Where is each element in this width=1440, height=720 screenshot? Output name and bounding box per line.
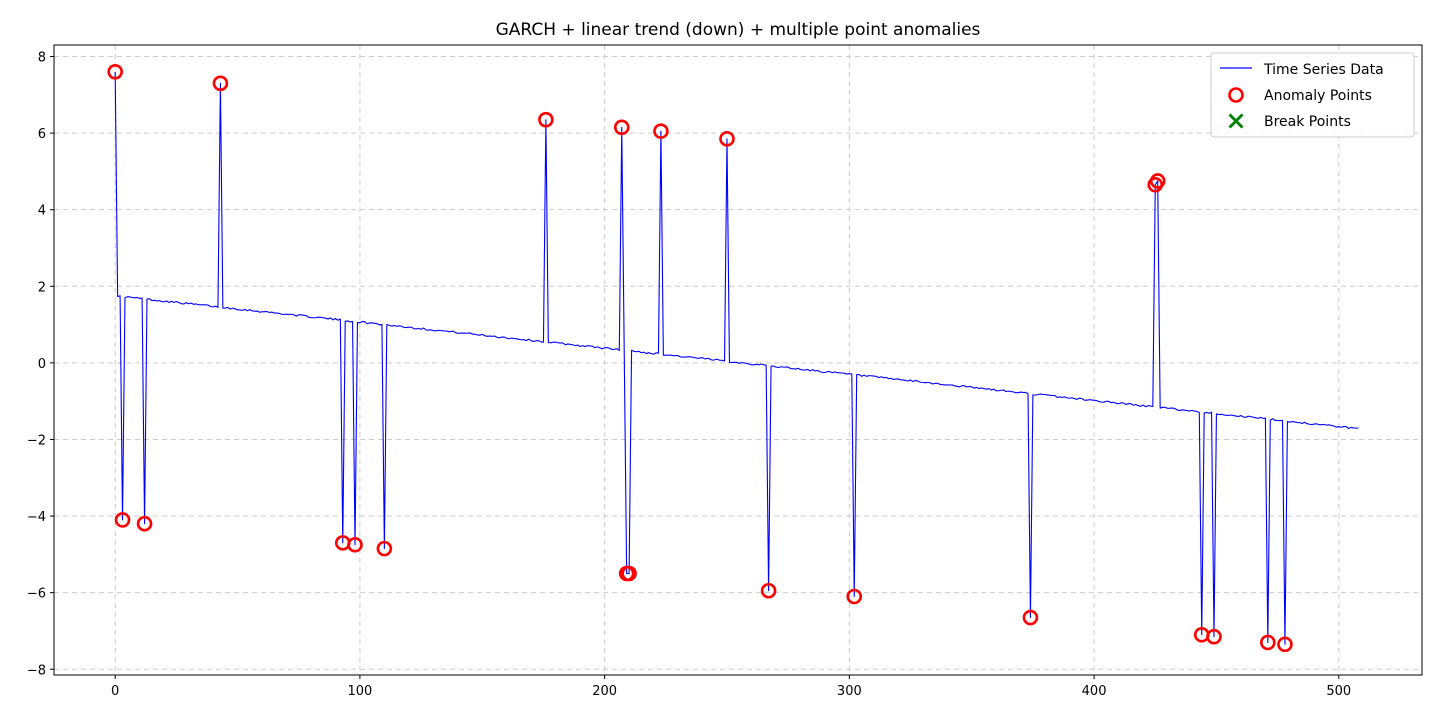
- anomaly-point: [1260, 634, 1276, 651]
- y-tick-label: 0: [38, 357, 46, 372]
- y-tick-label: −2: [27, 433, 46, 448]
- anomaly-point: [107, 64, 123, 80]
- legend: Time Series Data Anomaly Points Break Po…: [1210, 52, 1415, 138]
- legend-break-swatch: [1228, 113, 1244, 129]
- y-tick-label: −4: [27, 510, 46, 525]
- x-tick-label: 500: [1326, 684, 1351, 699]
- y-tick-label: 4: [38, 204, 46, 219]
- y-tick-label: −6: [27, 587, 46, 602]
- anomaly-point: [621, 565, 637, 582]
- legend-box: [1210, 52, 1415, 138]
- legend-label-break-points: Break Points: [1264, 114, 1351, 130]
- anomaly-point: [613, 119, 630, 136]
- x-tick-label: 200: [592, 684, 617, 699]
- legend-label-anomaly-points: Anomaly Points: [1264, 88, 1372, 104]
- marker-layer: [107, 64, 1293, 653]
- anomaly-point: [538, 111, 554, 128]
- y-tick-label: 8: [38, 50, 46, 65]
- anomaly-point: [1149, 173, 1166, 189]
- x-tick-label: 300: [837, 684, 862, 699]
- tick-layer: 0 100 200 300 400 500 −8 −6 −4 −2 0 2 4 6 8: [27, 50, 1351, 699]
- anomaly-point: [760, 582, 777, 599]
- anomaly-point: [376, 540, 393, 557]
- anomaly-point: [1022, 609, 1039, 626]
- anomaly-point: [114, 512, 131, 528]
- plot-frame: [53, 44, 1423, 676]
- anomaly-point: [653, 123, 669, 139]
- x-tick-label: 400: [1082, 684, 1107, 699]
- y-tick-label: 6: [38, 127, 46, 142]
- anomaly-point: [1206, 628, 1222, 645]
- anomaly-point: [347, 536, 363, 553]
- anomaly-point: [719, 131, 735, 147]
- anomaly-point: [136, 515, 153, 532]
- legend-label-time-series: Time Series Data: [1263, 62, 1384, 78]
- anomaly-point: [1277, 636, 1293, 653]
- anomaly-point: [212, 75, 229, 92]
- chart-title: GARCH + linear trend (down) + multiple p…: [496, 20, 981, 40]
- y-tick-label: 2: [38, 280, 46, 295]
- x-tick-label: 0: [111, 684, 119, 699]
- time-series-line: [114, 71, 1359, 645]
- series-layer: [114, 71, 1359, 645]
- y-tick-label: −8: [27, 663, 46, 678]
- legend-anomaly-swatch: [1228, 87, 1244, 103]
- anomaly-point: [846, 588, 863, 605]
- x-tick-label: 100: [347, 684, 372, 699]
